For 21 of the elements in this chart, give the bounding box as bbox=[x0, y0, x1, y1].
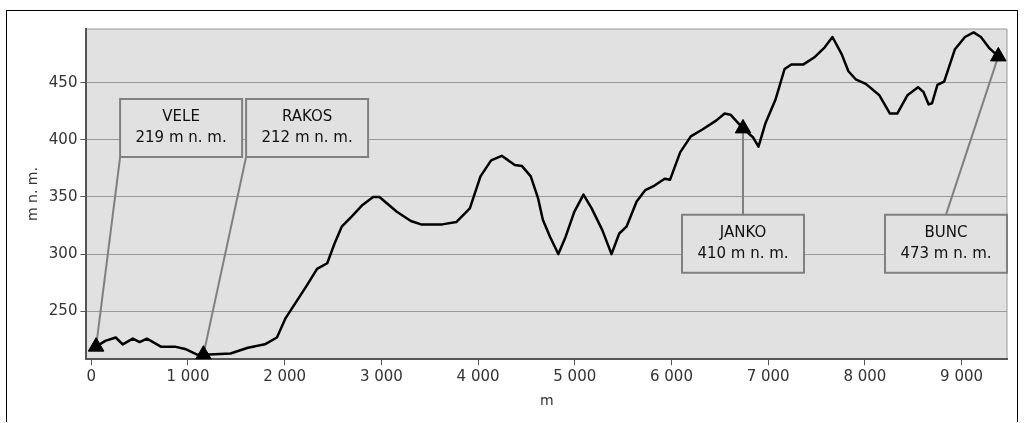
y-tick-label: 400 bbox=[48, 129, 78, 148]
annotation: VELE 219 m n. m. bbox=[135, 107, 227, 147]
annotation: JANKO 410 m n. m. bbox=[697, 223, 789, 263]
x-tick-label: 5 000 bbox=[553, 367, 597, 386]
x-tick-label: 3 000 bbox=[359, 367, 403, 386]
y-tick-label: 450 bbox=[48, 72, 78, 91]
x-tick-label: 0 bbox=[86, 367, 97, 386]
x-tick-label: 4 000 bbox=[456, 367, 500, 386]
x-tick-label: 9 000 bbox=[940, 367, 984, 386]
annotation: BUNC 473 m n. m. bbox=[900, 223, 992, 263]
x-tick-label: 7 000 bbox=[746, 367, 790, 386]
x-axis-title: m bbox=[539, 392, 554, 409]
y-tick-label: 250 bbox=[48, 301, 78, 320]
y-tick-label: 350 bbox=[48, 186, 78, 205]
x-tick-label: 6 000 bbox=[649, 367, 693, 386]
annotation: RAKOS 212 m n. m. bbox=[261, 107, 353, 147]
x-tick-label: 1 000 bbox=[166, 367, 210, 386]
x-tick-label: 2 000 bbox=[263, 367, 307, 386]
y-axis-title: m n. m. bbox=[24, 167, 41, 222]
y-tick-label: 300 bbox=[48, 243, 78, 262]
x-tick-label: 8 000 bbox=[843, 367, 887, 386]
